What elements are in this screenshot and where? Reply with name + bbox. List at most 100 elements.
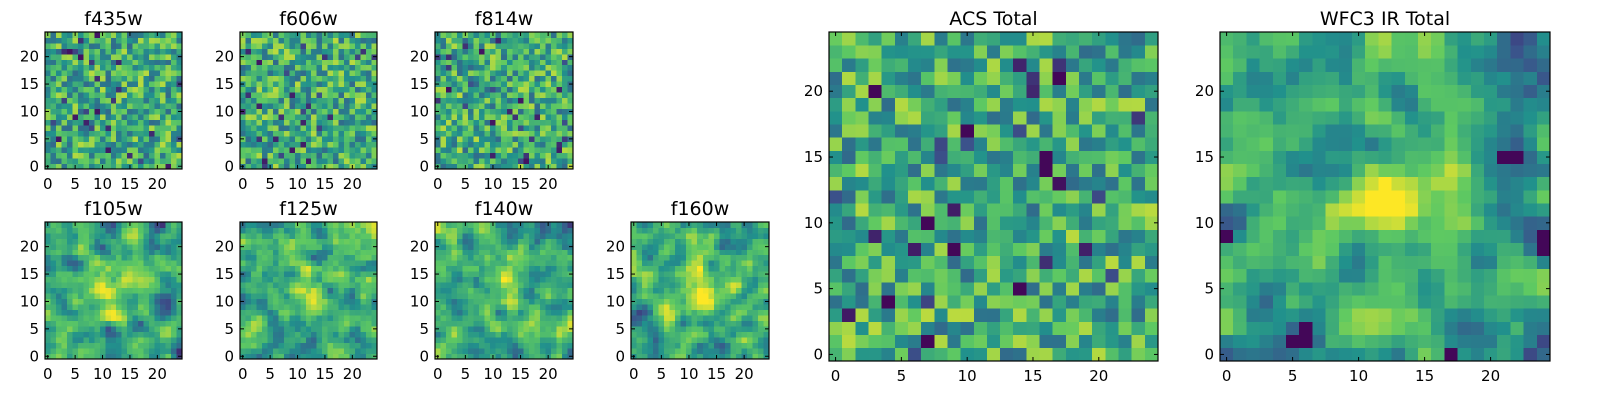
heatmap-cell (371, 158, 378, 164)
heatmap-cell (653, 227, 659, 234)
heatmap-cell (512, 75, 519, 82)
heatmap-cell (127, 348, 134, 354)
heatmap-cell (333, 141, 339, 148)
heatmap-cell (61, 260, 68, 267)
heatmap-cell (55, 293, 62, 300)
heatmap-cell (99, 97, 106, 104)
heatmap-cell (149, 37, 155, 44)
heatmap-cell (1105, 176, 1119, 191)
heatmap-cell (132, 59, 139, 66)
heatmap-cell (116, 304, 123, 311)
heatmap-cell (61, 320, 68, 327)
heatmap-cell (484, 287, 491, 294)
heatmap-cell (451, 163, 458, 170)
heatmap-cell (1000, 176, 1014, 191)
heatmap-cell (506, 320, 513, 327)
heatmap-cell (539, 304, 546, 311)
heatmap-cell (294, 53, 301, 60)
heatmap-cell (697, 315, 704, 321)
heatmap-cell (746, 265, 753, 272)
heatmap-cell (556, 353, 563, 360)
heatmap-cell (567, 42, 574, 49)
heatmap-cell (708, 232, 715, 239)
heatmap-cell (272, 326, 279, 332)
heatmap-cell (360, 108, 367, 115)
heatmap-cells (240, 32, 378, 170)
heatmap-cell (517, 315, 524, 321)
heatmap-cell (523, 136, 530, 142)
heatmap-cell (83, 254, 90, 261)
heatmap-cell (132, 147, 139, 153)
heatmap-cell (506, 136, 513, 142)
heatmap-cell (66, 271, 73, 278)
heatmap-cell (278, 158, 285, 164)
heatmap-cell (528, 304, 535, 311)
heatmap-cell (484, 97, 491, 104)
heatmap-cell (132, 271, 139, 278)
heatmap-cell (327, 125, 334, 131)
heatmap-cell (289, 86, 296, 93)
heatmap-cell (1039, 242, 1054, 257)
heatmap-cell (171, 108, 177, 115)
heatmap-cell (110, 158, 117, 164)
heatmap-cell (658, 315, 665, 321)
heatmap-cell (99, 348, 106, 354)
heatmap-cell (256, 42, 263, 49)
heatmap-cell (534, 158, 541, 164)
heatmap-cell (272, 70, 279, 77)
heatmap-cell (327, 53, 334, 60)
heatmap-cell (338, 315, 345, 321)
heatmap-cell (462, 265, 469, 272)
heatmap-cell (45, 114, 51, 121)
heatmap-cell (523, 103, 530, 110)
heatmap-cell (110, 81, 117, 88)
heatmap-cell (72, 92, 79, 99)
heatmap-cell (512, 86, 519, 93)
heatmap-cell (160, 119, 166, 126)
heatmap-cell (45, 147, 51, 153)
heatmap-cell (495, 260, 502, 267)
heatmap-cell (842, 150, 856, 164)
panel-title: f814w (475, 8, 534, 30)
x-tick-label: 5 (265, 365, 275, 383)
heatmap-cell (289, 158, 296, 164)
heatmap-cell (658, 298, 665, 305)
heatmap-cell (300, 254, 307, 261)
heatmap-cell (735, 298, 742, 305)
heatmap-cell (730, 342, 737, 349)
heatmap-cell (61, 42, 68, 49)
heatmap-cell (272, 249, 279, 256)
heatmap-cell (165, 141, 172, 148)
heatmap-cell (730, 254, 737, 261)
heatmap-cell (245, 59, 252, 66)
heatmap-cell (61, 238, 68, 245)
heatmap-cell (691, 232, 698, 239)
heatmap-cell (311, 265, 318, 272)
heatmap-cell (305, 32, 312, 38)
heatmap-cell (355, 222, 361, 228)
heatmap-cell (55, 243, 62, 250)
heatmap-cell (473, 309, 480, 316)
heatmap-cell (1144, 268, 1159, 283)
heatmap-cell (88, 119, 95, 126)
heatmap-cell (77, 315, 84, 321)
heatmap-cell (550, 287, 557, 294)
heatmap-cell (294, 48, 301, 55)
heatmap-cell (116, 320, 123, 327)
heatmap-cell (261, 222, 268, 228)
heatmap-cell (708, 315, 715, 321)
heatmap-cell (316, 326, 323, 332)
heatmap-cell (154, 315, 161, 321)
heatmap-cell (556, 320, 563, 327)
heatmap-cell (479, 348, 486, 354)
heatmap-cell (83, 337, 90, 343)
heatmap-cell (512, 147, 519, 153)
heatmap-cell (105, 86, 112, 93)
heatmap-cell (278, 271, 285, 278)
heatmap-cell (490, 97, 497, 104)
heatmap-cell (986, 321, 1001, 336)
heatmap-cell (77, 271, 84, 278)
heatmap-cell (741, 243, 748, 250)
heatmap-cell (327, 130, 334, 137)
heatmap-cell (921, 176, 935, 191)
